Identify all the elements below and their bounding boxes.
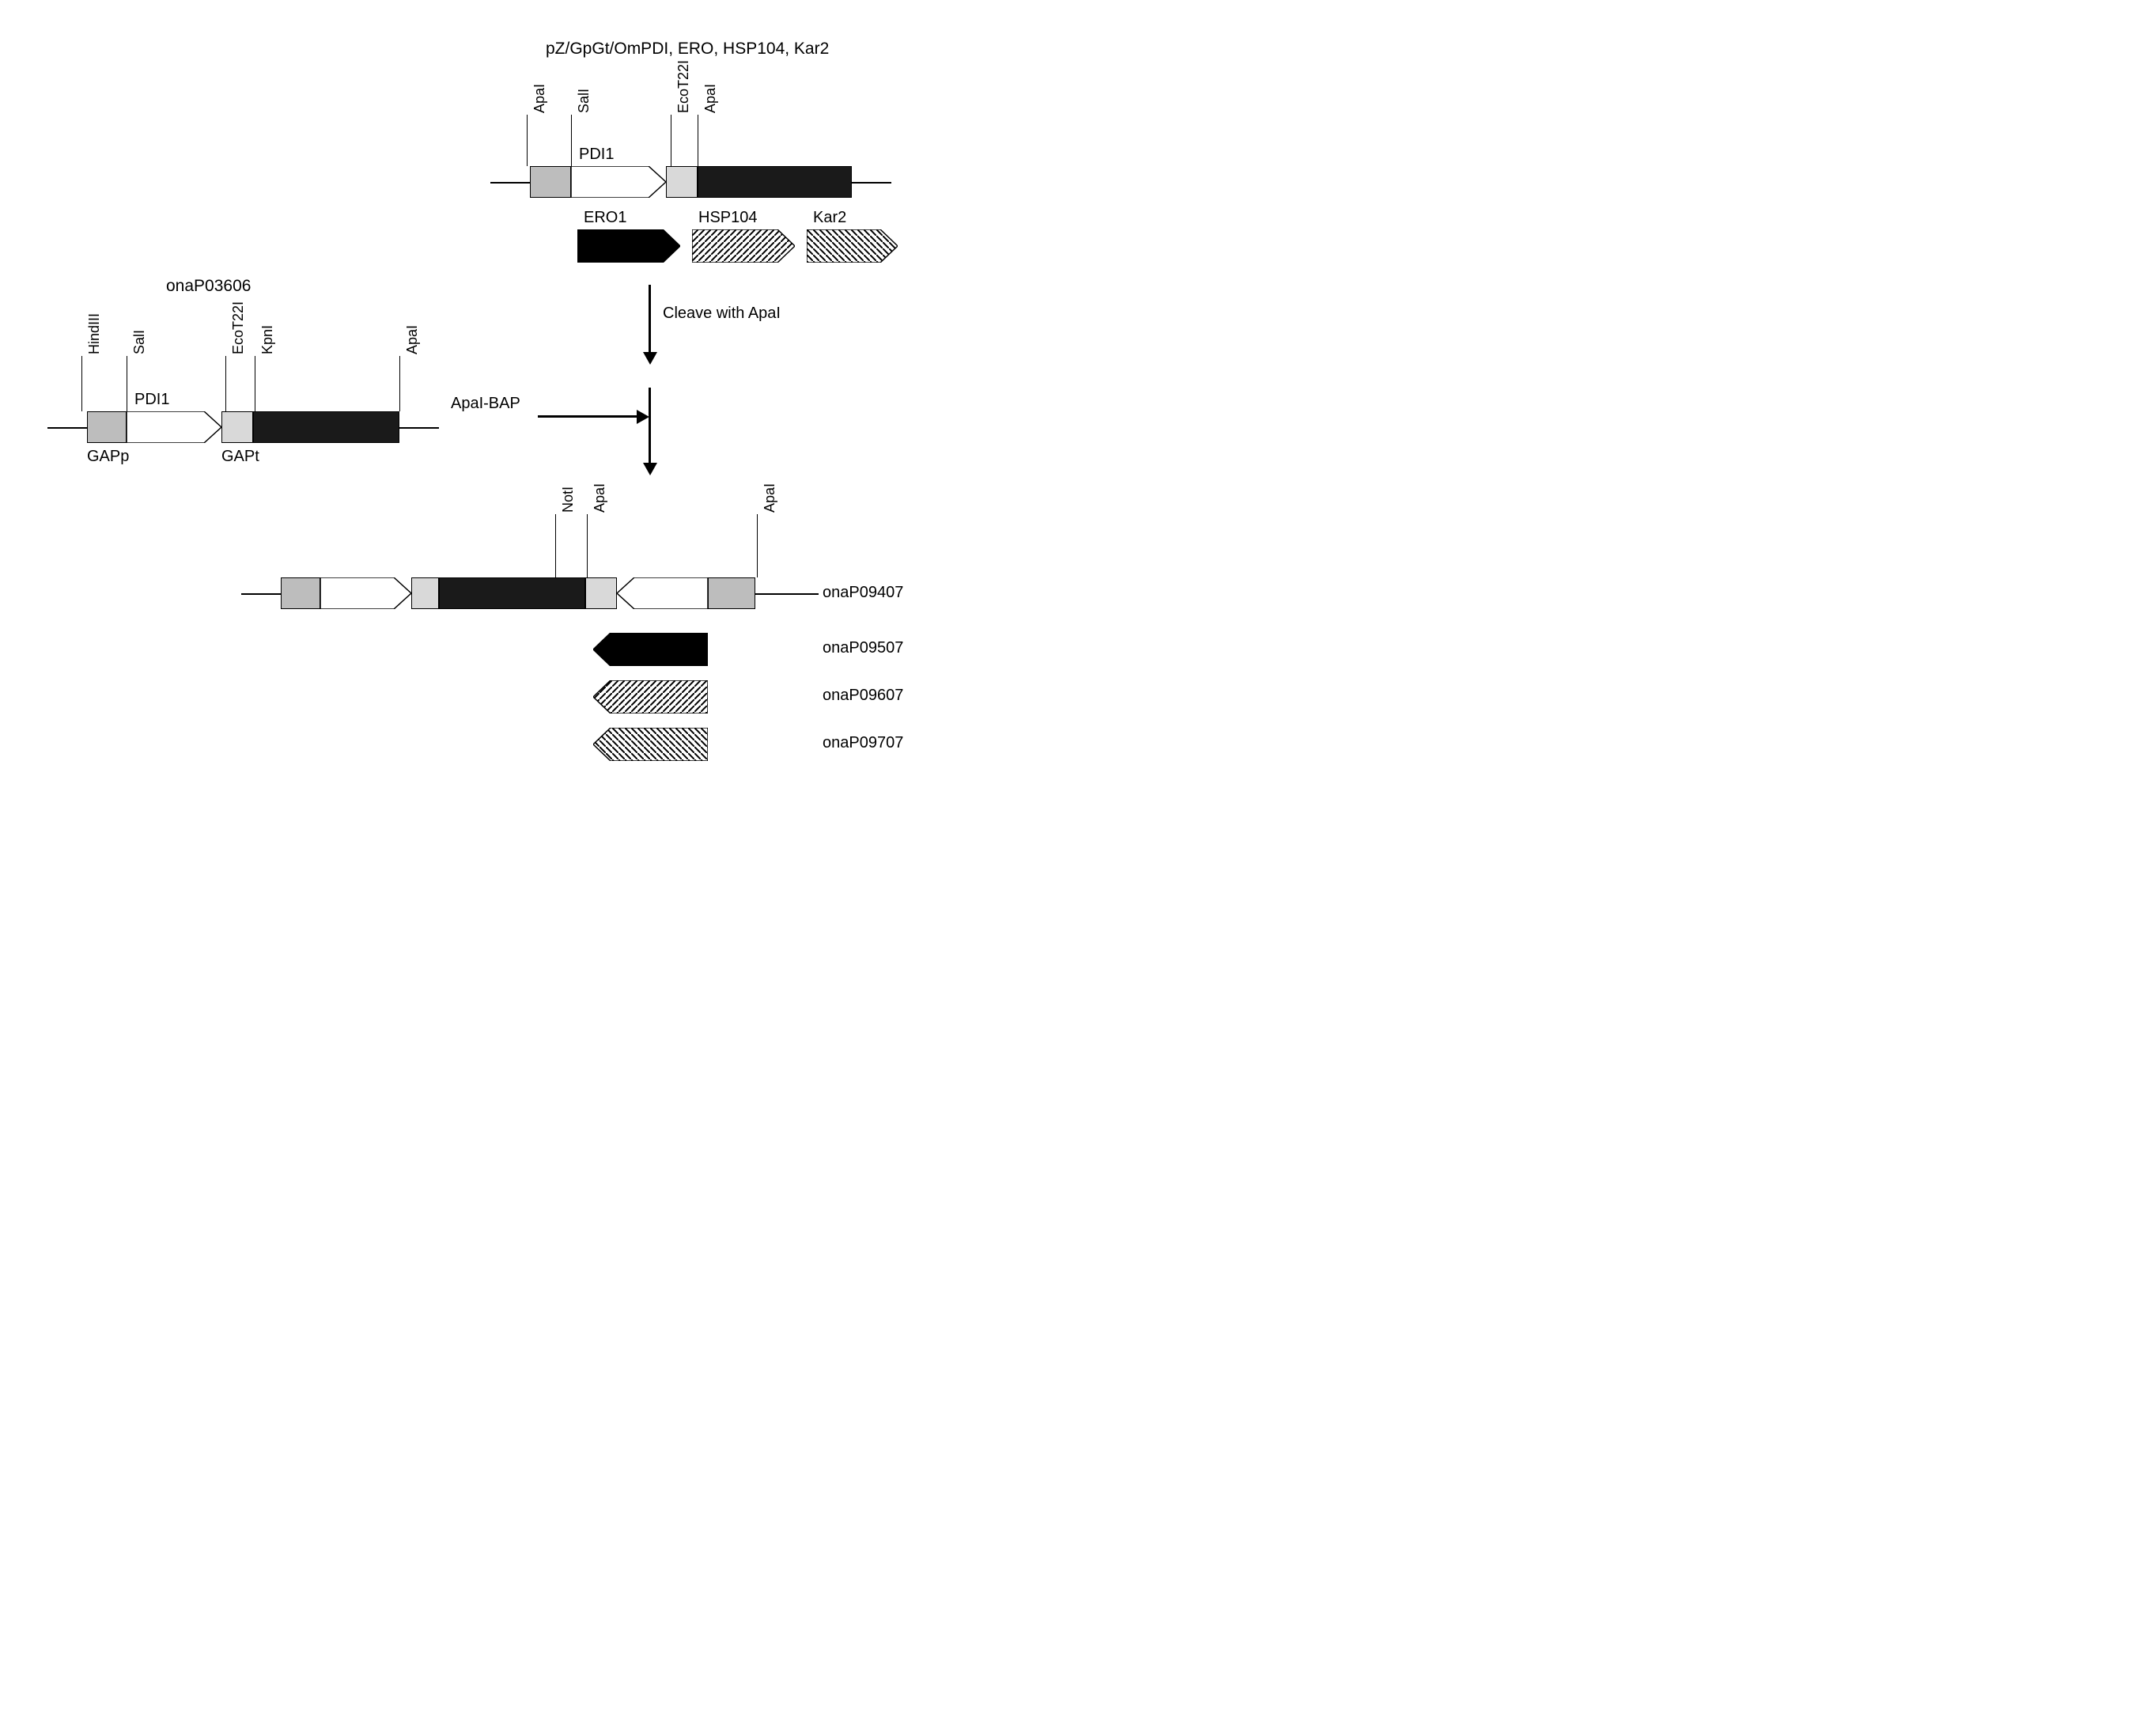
restriction-site-label: ApaI: [404, 325, 421, 354]
restriction-site-label: HindIII: [86, 313, 103, 354]
restriction-site-label: ApaI: [592, 483, 608, 513]
arrow-down-icon: [643, 352, 657, 365]
segment-label: URA: [307, 391, 340, 409]
segment-label-below: GAPt: [221, 448, 259, 466]
flow-arrow: [538, 415, 637, 418]
backbone-line: [399, 427, 439, 429]
restriction-site-tick: [527, 115, 528, 166]
gene-label: PDI1: [579, 146, 614, 164]
restriction-site-tick: [81, 356, 82, 411]
title-top: pZ/GpGt/OmPDI, ERO, HSP104, Kar2: [546, 40, 829, 59]
restriction-site-label: KpnI: [259, 325, 276, 354]
restriction-site-label: EcoT22I: [230, 301, 247, 354]
restriction-site-tick: [555, 514, 556, 577]
step-label: ApaI-BAP: [451, 395, 520, 413]
alt-gene-label: ERO1: [584, 209, 626, 227]
gene-label: PDI1: [134, 391, 169, 409]
product-id: onaP09507: [823, 639, 903, 657]
alt-gene-label: HSP104: [698, 209, 758, 227]
segment-label-below: GAPp: [87, 448, 129, 466]
restriction-site-label: EcoT22I: [675, 60, 692, 113]
arrow-down-icon: [643, 463, 657, 475]
restriction-site-tick: [571, 115, 572, 166]
flow-arrow: [649, 388, 651, 463]
product-id: onaP09607: [823, 687, 903, 705]
backbone-line: [490, 182, 530, 184]
backbone-line: [47, 427, 87, 429]
restriction-site-label: SalI: [131, 330, 148, 354]
backbone-line: [755, 593, 799, 595]
restriction-site-label: ApaI: [531, 84, 548, 113]
product-id: onaP09707: [823, 734, 903, 752]
flow-arrow: [649, 285, 651, 352]
restriction-site-label: ApaI: [702, 84, 719, 113]
product-id: onaP09407: [823, 584, 903, 602]
restriction-site-label: SalI: [576, 89, 592, 113]
backbone-line: [852, 182, 891, 184]
connector-line: [799, 593, 819, 595]
arrow-right-icon: [637, 410, 649, 424]
title-left: onaP03606: [166, 277, 251, 296]
restriction-site-tick: [757, 514, 758, 577]
alt-gene-label: Kar2: [813, 209, 846, 227]
restriction-site-label: NotI: [560, 486, 577, 513]
step-label: Cleave with ApaI: [663, 305, 781, 323]
segment-label: ZEO: [755, 146, 788, 164]
backbone-line: [241, 593, 281, 595]
restriction-site-label: ApaI: [762, 483, 778, 513]
restriction-site-tick: [225, 356, 226, 411]
restriction-site-tick: [399, 356, 400, 411]
restriction-site-tick: [587, 514, 588, 577]
